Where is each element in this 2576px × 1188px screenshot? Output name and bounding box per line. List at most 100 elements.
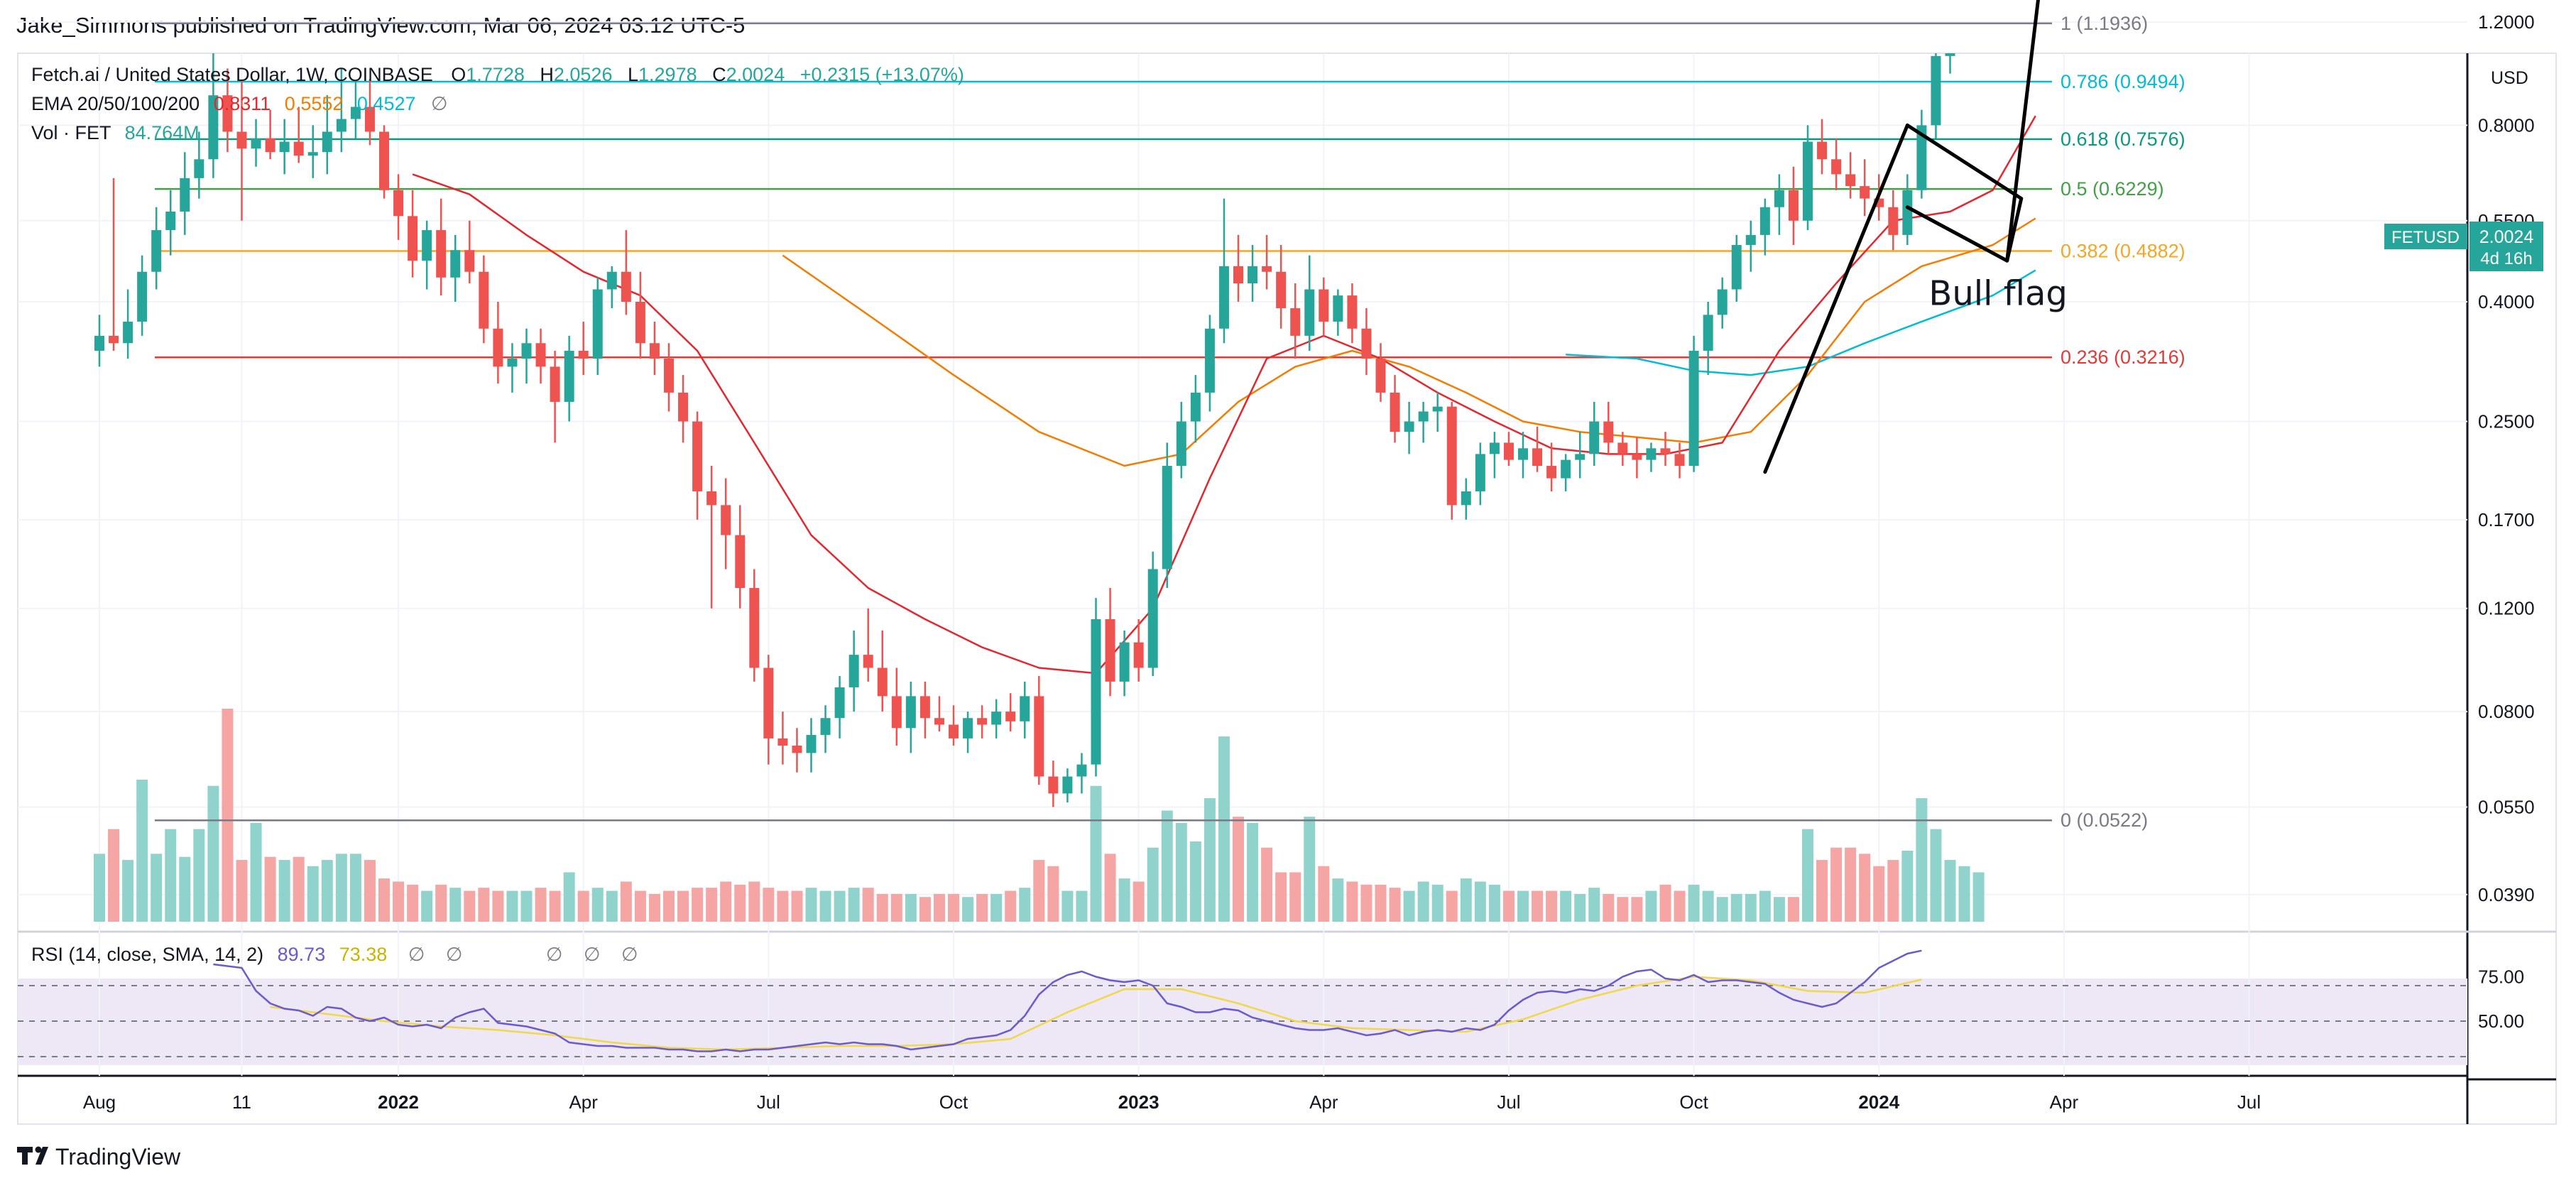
volume-bar: [165, 829, 177, 922]
legend-rsi[interactable]: RSI (14, close, SMA, 14, 2) 89.73 73.38 …: [31, 944, 638, 965]
candle-body: [991, 712, 1002, 725]
ohlc-change: +0.2315 (+13.07%): [800, 64, 964, 85]
volume-bar: [720, 881, 732, 922]
drawings[interactable]: Target: +290% = $2.0Bull flag: [1763, 0, 2309, 474]
price-badge: FETUSD 2.0024 4d 16h: [2384, 222, 2543, 271]
volume-bar: [1730, 893, 1742, 922]
volume-bar: [236, 860, 248, 922]
candle-body: [1091, 618, 1101, 765]
volume-bar: [1318, 866, 1330, 922]
volume-bar: [321, 860, 333, 922]
candle-body: [422, 230, 432, 261]
legend-ema[interactable]: EMA 20/50/100/200 0.8311 0.5552 0.4527 ∅: [31, 93, 448, 114]
volume-bar: [393, 881, 405, 922]
volume-bar: [122, 860, 134, 922]
volume-bar: [278, 860, 290, 922]
volume-bar: [834, 890, 846, 922]
candle-body: [350, 107, 361, 119]
candle-body: [1817, 141, 1828, 160]
volume-bar: [1659, 884, 1671, 922]
candle-body: [123, 321, 133, 344]
time-label-0: Aug: [83, 1091, 116, 1113]
price-tick-5: 0.4000: [2478, 291, 2535, 312]
volume-bar: [1560, 890, 1572, 922]
fib-label-0.618: 0.618 (0.7576): [2061, 129, 2185, 150]
candle-body: [678, 392, 689, 422]
symbol-badge: FETUSD: [2391, 228, 2460, 247]
candle-body: [1133, 642, 1144, 668]
price-tick-8: 0.1200: [2478, 598, 2535, 619]
candle-body: [1788, 190, 1799, 221]
volume-bar: [549, 890, 561, 922]
volume-bar: [1375, 884, 1387, 922]
price-axis[interactable]: 4.00002.50001.20000.80000.55000.40000.25…: [2478, 0, 2535, 905]
ohlc-open-key: O: [451, 64, 466, 85]
candle-body: [578, 350, 589, 359]
candle-body: [1945, 53, 1955, 56]
volume-bar: [1019, 888, 1031, 922]
legend-symbol[interactable]: Fetch.ai / United States Dollar, 1W, COI…: [31, 64, 964, 85]
price-tick-2: 1.2000: [2478, 11, 2535, 33]
candle-body: [1262, 266, 1272, 272]
candle-body: [777, 738, 788, 746]
volume-bar: [1389, 888, 1401, 922]
volume-bar: [919, 897, 931, 922]
price-tick-11: 0.0390: [2478, 884, 2535, 905]
time-axis[interactable]: Aug 11 2022 Apr Jul Oct 2023 Apr Jul Oct 2024 Apr Ju…: [83, 1091, 2261, 1113]
volume-bar: [577, 890, 589, 922]
volume-bar: [1916, 798, 1928, 922]
fib-extension[interactable]: 4.236 (4.8873)3.618 (4.1819)2.618 (3.040…: [18, 0, 2467, 831]
currency-label[interactable]: USD: [2491, 68, 2528, 88]
volume-bar: [449, 888, 462, 922]
volume-bar: [962, 897, 974, 922]
price-tick-3: 0.8000: [2478, 114, 2535, 136]
ohlc-close: 2.0024: [726, 64, 785, 85]
candle-body: [1147, 569, 1158, 668]
rsi-pane: [18, 949, 2467, 1057]
candle-body: [592, 289, 603, 359]
volume-bar: [1603, 893, 1615, 922]
candle-body: [564, 350, 574, 402]
volume-bar: [1403, 890, 1415, 922]
volume-bar: [1787, 897, 1799, 922]
volume-bar: [1061, 890, 1074, 922]
candle-body: [408, 216, 418, 261]
fib-label-0: 0 (0.0522): [2061, 810, 2148, 831]
candle-body: [621, 271, 631, 302]
volume-bar: [1859, 854, 1871, 922]
volume-bar: [1930, 829, 1942, 922]
candle-body: [322, 131, 332, 153]
candle-body: [806, 734, 817, 753]
time-label-2: 2022: [378, 1091, 419, 1113]
candle-body: [293, 141, 304, 156]
volume-bar: [1617, 897, 1629, 922]
volume-bar: [1631, 897, 1643, 922]
ohlc-open: 1.7728: [466, 64, 525, 85]
volume-bar: [1431, 884, 1443, 922]
volume-bar: [848, 888, 860, 922]
candle-body: [137, 271, 148, 322]
price-tick-6: 0.2500: [2478, 411, 2535, 432]
rsi-axis[interactable]: 75.00 50.00: [2478, 966, 2524, 1032]
rsi-label: RSI (14, close, SMA, 14, 2): [31, 944, 263, 965]
candle-body: [1062, 776, 1073, 794]
volume-bar: [478, 888, 490, 922]
candle-body: [336, 119, 346, 132]
candle-body: [1176, 421, 1186, 467]
tv-logo-slash: [36, 1147, 48, 1165]
candle-body: [307, 152, 318, 156]
volume-bar: [890, 893, 902, 922]
volume-bar: [905, 893, 917, 922]
volume-bar: [1873, 866, 1885, 922]
candle-body: [450, 250, 461, 278]
volume-bar: [1118, 878, 1130, 922]
candle-body: [1304, 289, 1315, 336]
time-label-1: 11: [232, 1091, 251, 1113]
candle-body: [251, 138, 261, 149]
legend-volume[interactable]: Vol · FET 84.764M: [31, 122, 200, 143]
candle-body: [507, 359, 518, 367]
tradingview-logo[interactable]: TradingView: [17, 1144, 181, 1170]
rsi-null-5: ∅: [621, 944, 638, 965]
candle-body: [1475, 454, 1485, 491]
